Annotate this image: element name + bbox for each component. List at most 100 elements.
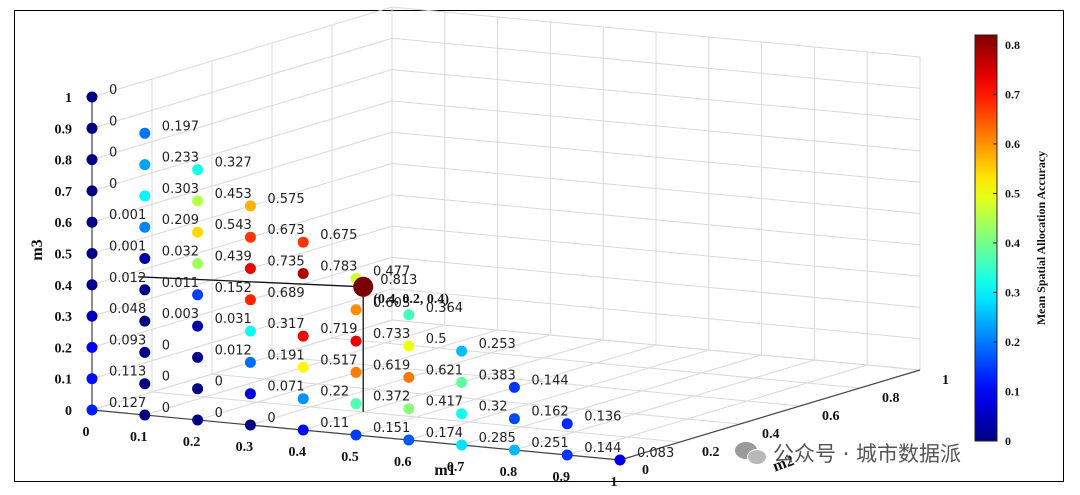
- data-point: [192, 195, 204, 207]
- data-label: 0.144: [584, 441, 621, 456]
- data-label: 0.327: [215, 156, 252, 171]
- m3-tick-label: 0.3: [55, 310, 73, 325]
- data-point: [139, 346, 151, 358]
- data-point: [561, 418, 573, 430]
- m1-tick-label: 1: [611, 475, 618, 490]
- grid-line: [91, 194, 393, 286]
- data-label: 0: [109, 177, 117, 192]
- m1-tick-label: 0.4: [288, 445, 306, 460]
- data-label: 0: [162, 338, 170, 353]
- data-point: [139, 221, 151, 233]
- data-label: 0.735: [267, 255, 304, 270]
- colorbar-tick-label: 0.2: [1005, 335, 1020, 349]
- grid-line: [461, 354, 762, 446]
- grid-line: [303, 339, 604, 431]
- data-label: 0.372: [373, 390, 410, 405]
- m1-tick-label: 0.3: [236, 440, 254, 455]
- grid-line: [91, 100, 393, 192]
- data-label: 0.003: [162, 307, 199, 322]
- data-point: [192, 351, 204, 363]
- data-point: [139, 159, 151, 171]
- data-label: 0.22: [320, 385, 349, 400]
- data-point: [297, 393, 309, 405]
- data-label: 0.621: [426, 363, 463, 378]
- data-point: [350, 335, 362, 347]
- grid-line: [91, 288, 393, 380]
- highlight-point: [353, 276, 374, 297]
- grid-line: [355, 344, 657, 436]
- data-point: [508, 444, 520, 456]
- m3-tick-label: 0.7: [55, 185, 73, 200]
- m3-axis-label: m3: [29, 239, 46, 260]
- grid-line: [408, 349, 709, 441]
- data-point: [192, 414, 204, 426]
- data-label: 0.439: [215, 250, 252, 265]
- wechat-icon: [735, 440, 767, 466]
- data-label: 0.012: [215, 343, 252, 358]
- data-point: [456, 345, 468, 357]
- data-label: 0.113: [109, 365, 146, 380]
- grid-line: [391, 100, 921, 152]
- grid-line: [391, 69, 921, 121]
- grid-line: [250, 334, 551, 426]
- m1-tick-label: 0.6: [394, 455, 412, 470]
- m2-axis-label: m2: [771, 452, 797, 475]
- m3-tick-label: 0.5: [55, 248, 73, 263]
- data-point: [139, 127, 151, 139]
- data-point: [297, 424, 309, 436]
- data-point: [561, 449, 573, 461]
- data-point: [244, 263, 256, 274]
- data-label: 0.031: [215, 312, 252, 327]
- m2-axis: [619, 369, 921, 461]
- grid-line: [91, 319, 393, 411]
- data-label: 0: [215, 375, 223, 390]
- colorbar: [974, 34, 998, 442]
- data-point: [350, 366, 362, 378]
- data-point: [508, 413, 520, 425]
- colorbar-tick-label: 0.1: [1005, 384, 1020, 398]
- colorbar-tick-label: 0.7: [1005, 87, 1020, 101]
- data-label: 0.152: [215, 281, 252, 296]
- data-label: 0.127: [109, 396, 146, 411]
- grid-line: [271, 355, 801, 407]
- colorbar-tick-label: 0.4: [1005, 236, 1020, 250]
- data-point: [297, 330, 309, 342]
- m1-tick-label: 0.8: [500, 465, 518, 480]
- highlight-value-label: 0.813: [380, 273, 417, 288]
- m3-tick-label: 0.2: [55, 341, 73, 356]
- grid-line: [91, 131, 393, 223]
- data-label: 0.144: [531, 373, 568, 388]
- m1-tick-label: 0: [83, 425, 90, 440]
- data-point: [403, 371, 415, 383]
- colorbar-tick-label: 0.8: [1005, 38, 1020, 52]
- data-label: 0: [162, 401, 170, 416]
- data-label: 0: [267, 411, 275, 426]
- data-point: [244, 325, 256, 337]
- m3-tick-label: 0: [65, 404, 72, 419]
- data-label: 0.032: [162, 245, 199, 260]
- grid-line: [391, 6, 921, 58]
- data-point: [614, 454, 626, 466]
- grid-line: [514, 359, 815, 451]
- data-label: 0.619: [373, 358, 410, 373]
- highlight-callout-label: (0.4, 0.2, 0.4): [373, 292, 449, 307]
- data-label: 0.517: [320, 353, 357, 368]
- data-point: [139, 378, 151, 390]
- data-point: [192, 289, 204, 301]
- data-label: 0.11: [320, 416, 349, 431]
- data-label: 0.251: [531, 436, 568, 451]
- data-label: 0.048: [109, 302, 146, 317]
- data-point: [86, 341, 98, 353]
- data-label: 0.675: [320, 228, 357, 243]
- data-point: [244, 231, 256, 243]
- grid-line: [91, 256, 393, 348]
- data-point: [244, 356, 256, 368]
- data-label: 0.317: [267, 317, 304, 332]
- data-label: 0.783: [320, 260, 357, 275]
- m2-tick-label: 0.2: [702, 445, 720, 460]
- data-label: 0.253: [479, 337, 516, 352]
- grid-line: [91, 69, 393, 161]
- data-label: 0.603: [373, 296, 410, 311]
- data-label: 0: [109, 114, 117, 129]
- data-label: 0.32: [479, 400, 508, 415]
